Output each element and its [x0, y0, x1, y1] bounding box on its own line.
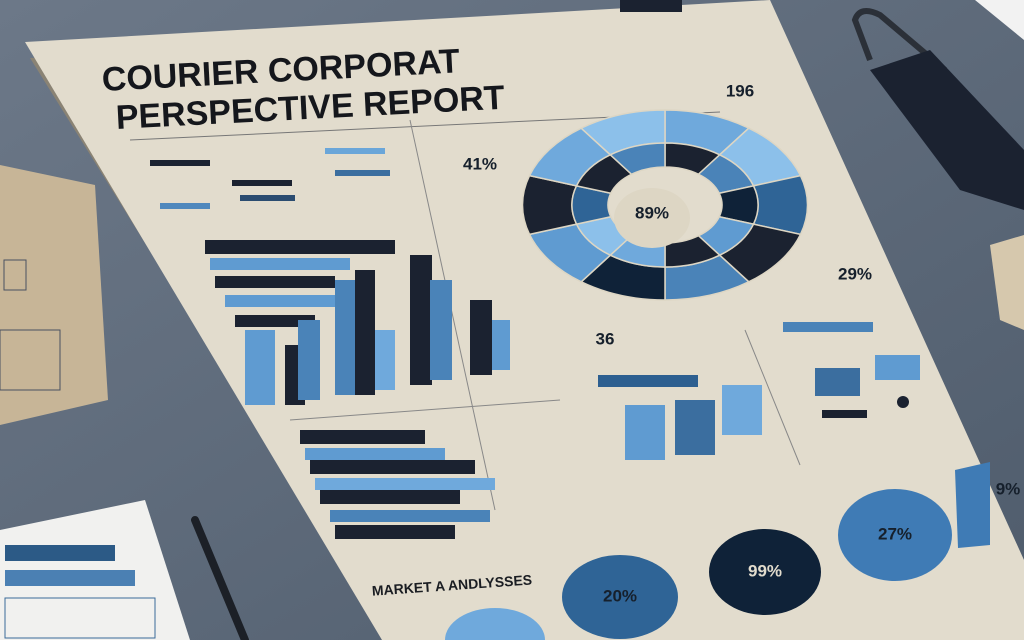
callout: 36: [596, 329, 615, 348]
circle-label: 99%: [748, 561, 782, 580]
donut-chart: [521, 109, 809, 301]
paper-bar: [5, 570, 135, 586]
divider: [409, 119, 496, 511]
bar: [335, 525, 455, 539]
donut-center-label: 89%: [635, 203, 669, 222]
bar: [355, 270, 375, 395]
legend-strip: [335, 170, 390, 176]
left-paper-box: [0, 329, 61, 391]
widget-bar: [598, 375, 698, 387]
left-paper-box: [3, 259, 27, 291]
donut-wedge: [609, 142, 666, 176]
callout: 196: [726, 81, 754, 100]
bar: [315, 478, 495, 490]
legend-strip: [240, 195, 295, 201]
bar: [305, 448, 445, 460]
donut-center: [614, 188, 690, 248]
bar-chart: [300, 430, 495, 539]
legend-strip: [325, 148, 385, 154]
widget-box: [625, 405, 665, 460]
circle: [838, 489, 952, 581]
bar: [470, 300, 492, 375]
widget-box: [875, 355, 920, 380]
bar: [298, 320, 320, 400]
widget-box: [722, 385, 762, 435]
bar: [235, 315, 315, 327]
circle: [562, 555, 678, 639]
bar-chart: [205, 240, 510, 405]
legend-strip: [150, 160, 210, 166]
bar: [492, 320, 510, 370]
bar: [410, 255, 432, 385]
bar: [210, 258, 350, 270]
bar: [215, 276, 335, 288]
bar: [375, 330, 395, 390]
legend-strip: [232, 180, 292, 186]
title-mark: [620, 0, 682, 12]
widget-bar: [822, 410, 867, 418]
left-paper: [0, 165, 108, 425]
widget-box: [815, 368, 860, 396]
widget-box: [675, 400, 715, 455]
callout: 29%: [838, 264, 872, 283]
top-right-paper: [975, 0, 1024, 40]
bar: [320, 490, 460, 504]
clip-body: [870, 50, 1024, 210]
bar: [335, 280, 357, 395]
circle: [445, 608, 545, 640]
pen: [191, 516, 249, 640]
bar: [245, 330, 275, 405]
divider: [289, 399, 561, 421]
bar: [300, 430, 425, 444]
legend-strip: [160, 203, 210, 209]
side-bar: [955, 462, 990, 548]
paper-box: [4, 597, 156, 639]
clip-wire: [851, 8, 947, 73]
bar: [310, 460, 475, 474]
bar: [430, 280, 452, 380]
circle: [709, 529, 821, 615]
circle-label: 27%: [878, 524, 912, 543]
circle-label: 20%: [603, 586, 637, 605]
widget-bar: [783, 322, 873, 332]
side-label: 9%: [996, 479, 1021, 498]
callout: 41%: [463, 154, 497, 173]
divider: [744, 329, 801, 466]
bar: [330, 510, 490, 522]
right-paper: [990, 235, 1024, 330]
widget-dot: [897, 396, 909, 408]
bar: [225, 295, 335, 307]
paper-bar: [5, 545, 115, 561]
bar: [205, 240, 395, 254]
